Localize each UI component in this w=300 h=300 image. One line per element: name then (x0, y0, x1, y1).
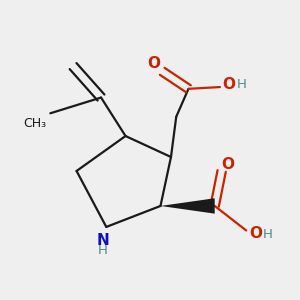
Text: H: H (237, 78, 247, 91)
Text: H: H (98, 244, 108, 257)
Text: O: O (221, 157, 235, 172)
Text: O: O (249, 226, 262, 241)
Text: CH₃: CH₃ (24, 117, 47, 130)
Polygon shape (160, 198, 215, 214)
Text: O: O (223, 77, 236, 92)
Text: N: N (96, 233, 109, 248)
Text: H: H (263, 228, 273, 241)
Text: O: O (147, 56, 160, 71)
